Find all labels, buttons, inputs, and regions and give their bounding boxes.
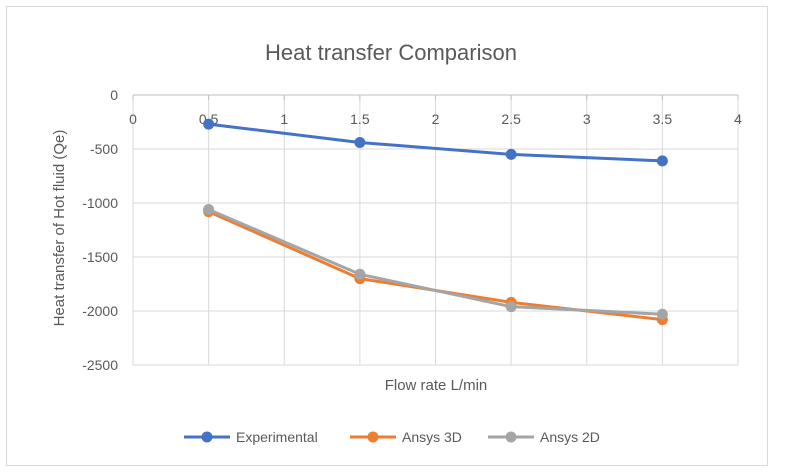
- series-experimental: [203, 118, 668, 167]
- y-tick-label: 0: [110, 87, 118, 103]
- x-tick-label: 2.5: [501, 111, 521, 127]
- y-tick-label: -2500: [82, 357, 118, 373]
- legend-item: Ansys 2D: [488, 429, 600, 445]
- series-line: [208, 208, 663, 316]
- data-point: [505, 148, 517, 160]
- x-axis-title: Flow rate L/min: [385, 377, 488, 394]
- x-tick-label: 2: [432, 111, 440, 127]
- axes: [132, 94, 739, 100]
- x-tick-label: 1.5: [350, 111, 370, 127]
- y-tick-labels: 0 -500 -1000 -1500 -2000 -2500: [82, 87, 118, 373]
- legend-swatch-marker: [367, 431, 379, 443]
- y-axis-title: Heat transfer of Hot fluid (Qe): [51, 130, 68, 327]
- y-tick-label: -500: [90, 141, 118, 157]
- legend-swatch-marker: [201, 431, 213, 443]
- data-point: [354, 268, 366, 280]
- y-tick-label: -1000: [82, 195, 118, 211]
- data-point: [203, 203, 215, 215]
- series-line: [208, 122, 663, 163]
- x-tick-label: 0: [129, 111, 137, 127]
- legend-label: Experimental: [236, 429, 318, 445]
- x-tick-label: 4: [734, 111, 742, 127]
- chart-title: Heat transfer Comparison: [265, 40, 517, 65]
- legend-swatch-marker: [505, 431, 517, 443]
- data-point: [203, 118, 215, 130]
- y-tick-label: -2000: [82, 303, 118, 319]
- legend-label: Ansys 2D: [540, 429, 600, 445]
- data-point: [505, 301, 517, 313]
- legend-item: Experimental: [184, 429, 318, 445]
- x-tick-label: 3.5: [653, 111, 673, 127]
- x-tick-label: 3: [583, 111, 591, 127]
- series-ansys-2d: [203, 203, 668, 320]
- data-point: [354, 137, 366, 149]
- legend-item: Ansys 3D: [350, 429, 462, 445]
- x-tick-label: 1: [280, 111, 288, 127]
- gridlines: [132, 95, 739, 366]
- series-group: [203, 118, 668, 326]
- legend: Experimental Ansys 3D Ansys 2D: [184, 429, 600, 445]
- y-tick-label: -1500: [82, 249, 118, 265]
- legend-label: Ansys 3D: [402, 429, 462, 445]
- data-point: [656, 155, 668, 167]
- data-point: [656, 308, 668, 320]
